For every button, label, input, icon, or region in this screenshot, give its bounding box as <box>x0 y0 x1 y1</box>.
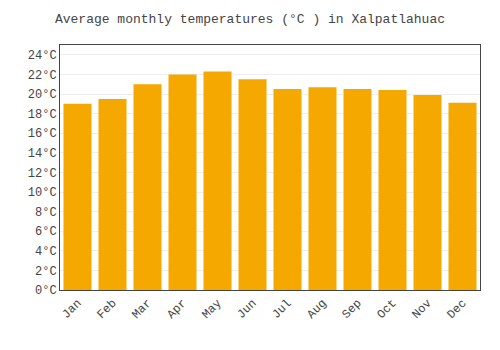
svg-text:16°C: 16°C <box>28 127 57 141</box>
svg-text:18°C: 18°C <box>28 108 57 122</box>
svg-text:22°C: 22°C <box>28 69 57 83</box>
svg-text:8°C: 8°C <box>35 206 57 220</box>
svg-text:6°C: 6°C <box>35 225 57 239</box>
svg-text:0°C: 0°C <box>35 284 57 298</box>
svg-text:Feb: Feb <box>94 297 119 322</box>
svg-text:Oct: Oct <box>374 297 399 322</box>
svg-text:24°C: 24°C <box>28 49 57 63</box>
svg-text:Nov: Nov <box>409 297 434 322</box>
svg-text:Average monthly temperatures (: Average monthly temperatures (°C ) in Xa… <box>55 12 445 27</box>
svg-text:2°C: 2°C <box>35 265 57 279</box>
svg-text:10°C: 10°C <box>28 186 57 200</box>
svg-text:12°C: 12°C <box>28 167 57 181</box>
svg-text:Jan: Jan <box>59 297 84 322</box>
svg-text:Jul: Jul <box>269 297 294 322</box>
svg-text:20°C: 20°C <box>28 88 57 102</box>
svg-text:Sep: Sep <box>339 297 364 322</box>
svg-text:Aug: Aug <box>304 297 329 322</box>
svg-text:Jun: Jun <box>234 297 259 322</box>
svg-text:May: May <box>199 297 224 322</box>
svg-text:Mar: Mar <box>129 297 154 322</box>
svg-text:Dec: Dec <box>444 297 469 322</box>
svg-text:4°C: 4°C <box>35 245 57 259</box>
svg-text:Apr: Apr <box>164 297 189 322</box>
svg-text:14°C: 14°C <box>28 147 57 161</box>
